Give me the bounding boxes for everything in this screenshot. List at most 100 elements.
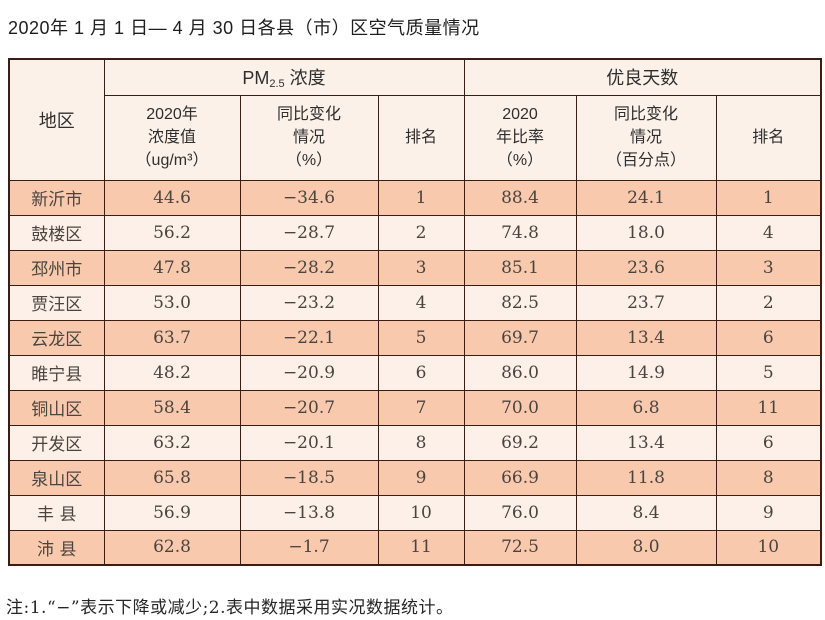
header-good-rate: 2020 年比率 （%） xyxy=(463,94,577,181)
cell-pm25-change: −34.6 xyxy=(239,179,379,216)
header-good-change: 同比变化 情况 （百分点） xyxy=(575,94,717,181)
header-group-row: 地区 PM2.5 浓度 优良天数 xyxy=(8,58,822,181)
cell-good-rate: 70.0 xyxy=(463,389,577,426)
header-pm25-change: 同比变化 情况 （%） xyxy=(239,94,379,181)
cell-pm25-rank: 2 xyxy=(377,214,465,251)
cell-good-rate: 69.2 xyxy=(463,424,577,461)
header-good-days-group: 优良天数 xyxy=(463,58,822,96)
cell-good-rank: 1 xyxy=(715,179,822,216)
table-row: 丰 县 56.9 −13.8 10 76.0 8.4 9 xyxy=(8,494,822,531)
cell-region: 睢宁县 xyxy=(8,354,105,391)
cell-pm25-change: −20.1 xyxy=(239,424,379,461)
cell-good-change: 13.4 xyxy=(575,319,717,356)
cell-pm25-value: 63.7 xyxy=(103,319,241,356)
cell-good-change: 11.8 xyxy=(575,459,717,496)
cell-good-change: 8.4 xyxy=(575,494,717,531)
cell-region: 铜山区 xyxy=(8,389,105,426)
cell-good-rate: 66.9 xyxy=(463,459,577,496)
cell-pm25-change: −23.2 xyxy=(239,284,379,321)
table-row: 鼓楼区 56.2 −28.7 2 74.8 18.0 4 xyxy=(8,214,822,251)
page-title: 2020年 1 月 1 日— 4 月 30 日各县（市）区空气质量情况 xyxy=(8,18,480,38)
pm25-label-prefix: PM xyxy=(242,68,270,89)
cell-pm25-change: −22.1 xyxy=(239,319,379,356)
cell-pm25-change: −13.8 xyxy=(239,494,379,531)
cell-pm25-rank: 10 xyxy=(377,494,465,531)
cell-pm25-rank: 4 xyxy=(377,284,465,321)
cell-good-rank: 3 xyxy=(715,249,822,286)
cell-region: 沛 县 xyxy=(8,529,105,566)
pm25-label-subscript: 2.5 xyxy=(269,78,285,91)
table-row: 新沂市 44.6 −34.6 1 88.4 24.1 1 xyxy=(8,179,822,216)
cell-good-rank: 4 xyxy=(715,214,822,251)
air-quality-table: 地区 PM2.5 浓度 优良天数 2020年 浓度值 （ug/m³） 同比变化 … xyxy=(8,58,823,566)
cell-region: 泉山区 xyxy=(8,459,105,496)
cell-pm25-rank: 5 xyxy=(377,319,465,356)
cell-good-rate: 88.4 xyxy=(463,179,577,216)
cell-region: 鼓楼区 xyxy=(8,214,105,251)
cell-pm25-value: 53.0 xyxy=(103,284,241,321)
cell-pm25-value: 56.2 xyxy=(103,214,241,251)
table-body: 新沂市 44.6 −34.6 1 88.4 24.1 1 鼓楼区 56.2 −2… xyxy=(8,179,822,566)
cell-pm25-rank: 8 xyxy=(377,424,465,461)
cell-good-change: 18.0 xyxy=(575,214,717,251)
cell-good-rate: 85.1 xyxy=(463,249,577,286)
table-row: 泉山区 65.8 −18.5 9 66.9 11.8 8 xyxy=(8,459,822,496)
cell-pm25-change: −1.7 xyxy=(239,529,379,566)
cell-pm25-change: −28.7 xyxy=(239,214,379,251)
cell-good-change: 23.6 xyxy=(575,249,717,286)
cell-pm25-rank: 6 xyxy=(377,354,465,391)
table-header: 地区 PM2.5 浓度 优良天数 2020年 浓度值 （ug/m³） 同比变化 … xyxy=(8,58,822,181)
cell-pm25-value: 58.4 xyxy=(103,389,241,426)
pm25-label-suffix: 浓度 xyxy=(284,68,326,89)
cell-good-rate: 74.8 xyxy=(463,214,577,251)
header-pm25-value: 2020年 浓度值 （ug/m³） xyxy=(103,94,241,181)
cell-good-rank: 5 xyxy=(715,354,822,391)
cell-good-rank: 8 xyxy=(715,459,822,496)
cell-pm25-rank: 7 xyxy=(377,389,465,426)
cell-good-rank: 11 xyxy=(715,389,822,426)
cell-pm25-rank: 9 xyxy=(377,459,465,496)
cell-good-rank: 6 xyxy=(715,424,822,461)
table-row: 睢宁县 48.2 −20.9 6 86.0 14.9 5 xyxy=(8,354,822,391)
cell-pm25-change: −18.5 xyxy=(239,459,379,496)
cell-good-rank: 10 xyxy=(715,529,822,566)
table-row: 邳州市 47.8 −28.2 3 85.1 23.6 3 xyxy=(8,249,822,286)
cell-pm25-rank: 3 xyxy=(377,249,465,286)
cell-pm25-value: 62.8 xyxy=(103,529,241,566)
cell-pm25-change: −28.2 xyxy=(239,249,379,286)
cell-region: 贾汪区 xyxy=(8,284,105,321)
header-pm25-rank: 排名 xyxy=(377,94,465,181)
cell-pm25-value: 44.6 xyxy=(103,179,241,216)
table-row: 沛 县 62.8 −1.7 11 72.5 8.0 10 xyxy=(8,529,822,566)
cell-pm25-value: 65.8 xyxy=(103,459,241,496)
header-region: 地区 xyxy=(8,58,105,181)
cell-pm25-change: −20.7 xyxy=(239,389,379,426)
cell-pm25-rank: 1 xyxy=(377,179,465,216)
cell-region: 开发区 xyxy=(8,424,105,461)
table-row: 云龙区 63.7 −22.1 5 69.7 13.4 6 xyxy=(8,319,822,356)
cell-good-rate: 69.7 xyxy=(463,319,577,356)
cell-region: 云龙区 xyxy=(8,319,105,356)
cell-good-change: 24.1 xyxy=(575,179,717,216)
cell-good-rate: 86.0 xyxy=(463,354,577,391)
footnote: 注:1.“−”表示下降或减少;2.表中数据采用实况数据统计。 xyxy=(6,598,454,618)
cell-pm25-rank: 11 xyxy=(377,529,465,566)
cell-good-rate: 76.0 xyxy=(463,494,577,531)
header-sub-row: 2020年 浓度值 （ug/m³） 同比变化 情况 （%） 排名 2020 年比… xyxy=(9,94,822,181)
table-row: 贾汪区 53.0 −23.2 4 82.5 23.7 2 xyxy=(8,284,822,321)
header-good-rank: 排名 xyxy=(715,94,822,181)
cell-good-change: 23.7 xyxy=(575,284,717,321)
cell-region: 邳州市 xyxy=(8,249,105,286)
cell-pm25-value: 48.2 xyxy=(103,354,241,391)
table-row: 开发区 63.2 −20.1 8 69.2 13.4 6 xyxy=(8,424,822,461)
cell-pm25-value: 63.2 xyxy=(103,424,241,461)
cell-good-rate: 82.5 xyxy=(463,284,577,321)
cell-good-change: 8.0 xyxy=(575,529,717,566)
cell-good-rank: 9 xyxy=(715,494,822,531)
cell-good-change: 13.4 xyxy=(575,424,717,461)
header-pm25-group: PM2.5 浓度 xyxy=(103,58,465,96)
cell-good-change: 14.9 xyxy=(575,354,717,391)
cell-good-rate: 72.5 xyxy=(463,529,577,566)
cell-pm25-value: 47.8 xyxy=(103,249,241,286)
cell-pm25-change: −20.9 xyxy=(239,354,379,391)
